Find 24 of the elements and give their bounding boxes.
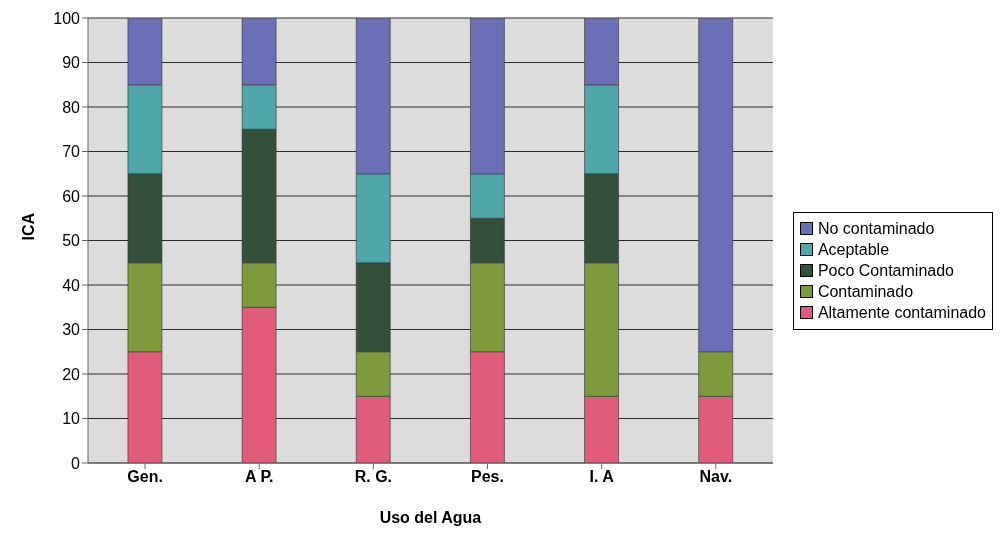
y-tick-label: 0 <box>71 454 81 472</box>
x-tick-label: Gen. <box>127 468 163 486</box>
legend-label: Altamente contaminado <box>816 303 986 322</box>
y-tick-label: 30 <box>62 321 81 339</box>
legend-label: Contaminado <box>816 282 915 301</box>
x-tick-label: A P. <box>244 468 274 486</box>
x-tick-label: Nav. <box>699 468 733 486</box>
y-tick-label: 50 <box>62 232 81 250</box>
x-tick-label: I. A <box>589 468 615 486</box>
y-tick-label: 80 <box>62 98 81 116</box>
legend-label: Aceptable <box>816 240 891 259</box>
y-tick-label: 10 <box>62 410 81 428</box>
x-tick-label: R. G. <box>354 468 393 486</box>
y-tick-label: 90 <box>62 54 81 72</box>
y-tick-label: 20 <box>62 365 81 383</box>
legend-label: No contaminado <box>816 219 936 238</box>
y-tick-label: 70 <box>62 143 81 161</box>
legend-label: Poco Contaminado <box>816 261 955 280</box>
y-axis-title: ICA <box>19 212 37 241</box>
y-tick-label: 60 <box>62 187 81 205</box>
x-axis-title: Uso del Agua <box>379 509 482 526</box>
y-tick-label: 100 <box>53 9 81 27</box>
y-tick-label: 40 <box>62 276 81 294</box>
x-tick-label: Pes. <box>471 468 504 486</box>
